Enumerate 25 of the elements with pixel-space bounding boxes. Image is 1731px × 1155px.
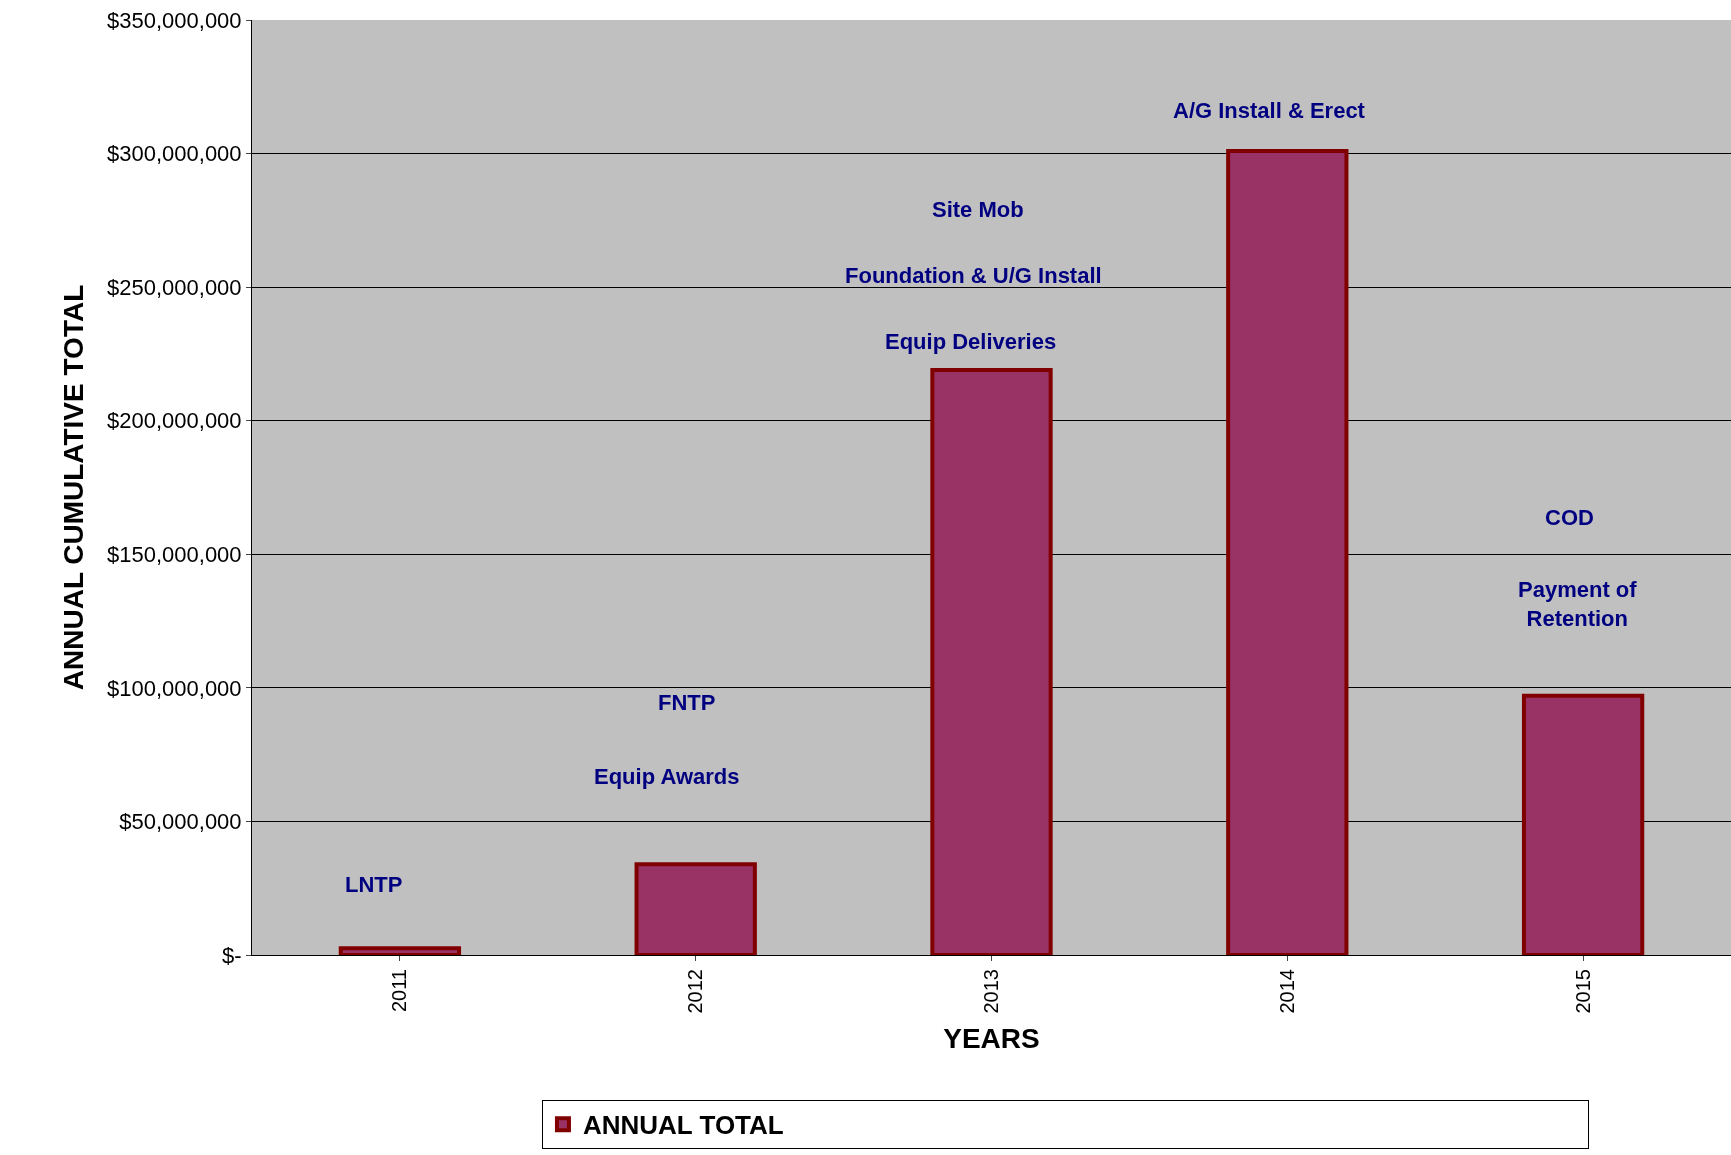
y-tick-label: $50,000,000	[119, 809, 242, 835]
x-tick-label: 2012	[684, 969, 707, 1014]
annotation: Foundation & U/G Install	[845, 263, 1102, 288]
x-tick-label: 2014	[1275, 969, 1298, 1014]
y-tick-label: $350,000,000	[107, 7, 242, 33]
y-tick-label: $250,000,000	[107, 274, 242, 300]
annotation: Payment of Retention	[1518, 577, 1638, 631]
annotation: COD	[1545, 505, 1594, 530]
annotation: Equip Deliveries	[885, 329, 1057, 354]
y-tick-label: $200,000,000	[107, 408, 242, 434]
y-axis-title: ANNUAL CUMULATIVE TOTAL	[57, 284, 89, 691]
annotation: FNTP	[658, 690, 716, 715]
annotation: Site Mob	[932, 197, 1024, 222]
annotation: LNTP	[345, 872, 403, 897]
x-tick-label: 2015	[1571, 969, 1594, 1014]
x-tick-label: 2013	[980, 969, 1002, 1014]
x-axis-title: YEARS	[943, 1022, 1040, 1054]
y-tick-label: $300,000,000	[107, 141, 242, 167]
y-tick-label: $-	[222, 942, 242, 968]
y-tick-label: $150,000,000	[107, 541, 242, 567]
x-tick-label: 2011	[388, 969, 411, 1013]
annotation: A/G Install & Erect	[1173, 98, 1366, 123]
y-tick-label: $100,000,000	[107, 675, 242, 701]
annotation: Equip Awards	[594, 764, 740, 789]
legend-label: ANNUAL TOTAL	[582, 1110, 784, 1141]
